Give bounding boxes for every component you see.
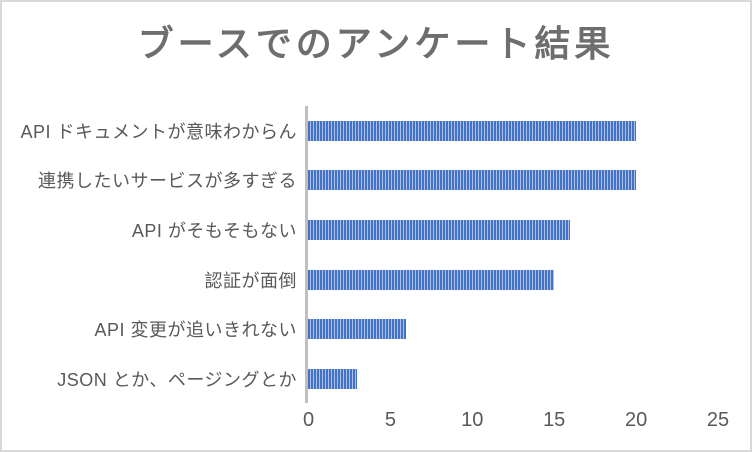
category-label: JSON とか、ページングとか <box>57 370 297 391</box>
x-axis-ticks: 0 5 10 15 20 25 <box>2 409 750 435</box>
chart-title: ブースでのアンケート結果 <box>137 23 615 64</box>
category-label: API ドキュメントが意味わからん <box>20 121 297 142</box>
bar-row: API がそもそもない <box>2 205 750 255</box>
x-tick-label: 5 <box>384 409 396 431</box>
bar <box>308 120 636 141</box>
bar <box>308 220 571 241</box>
bar <box>308 269 554 290</box>
x-tick-label: 15 <box>543 409 566 431</box>
category-label: 認証が面倒 <box>204 270 297 291</box>
category-label: API がそもそもない <box>131 221 297 242</box>
category-label: 連携したいサービスが多すぎる <box>38 171 297 192</box>
bar <box>308 170 636 191</box>
category-axis-line <box>305 106 308 403</box>
bar <box>308 319 407 340</box>
bar-row: JSON とか、ページングとか <box>2 354 750 404</box>
bar-row: 連携したいサービスが多すぎる <box>2 156 750 206</box>
plot-area: API ドキュメントが意味わからん連携したいサービスが多すぎる API がそもそも… <box>2 106 750 431</box>
x-tick-label: 10 <box>461 409 484 431</box>
bar-row: 認証が面倒 <box>2 255 750 305</box>
x-tick-label: 20 <box>624 409 648 431</box>
bar-row: API 変更が追いきれない <box>2 305 750 355</box>
x-tick-label: 0 <box>302 409 315 431</box>
category-label: API 変更が追いきれない <box>94 320 297 341</box>
x-tick-label: 25 <box>706 409 730 431</box>
bar <box>308 369 358 390</box>
bar-row: API ドキュメントが意味わからん <box>2 106 750 156</box>
